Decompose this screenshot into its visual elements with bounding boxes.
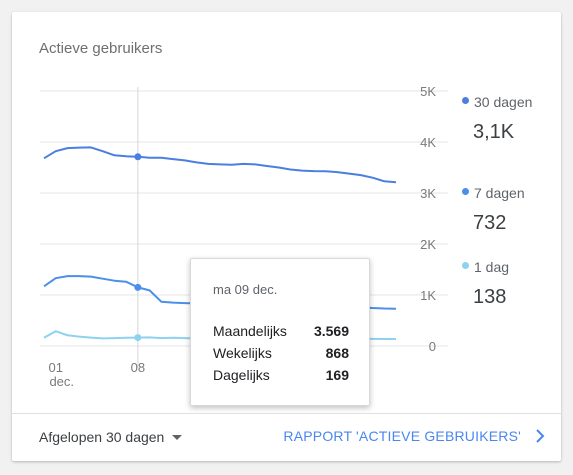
tooltip-row-monthly: Maandelijks 3.569	[213, 320, 349, 342]
tooltip-row-label: Maandelijks	[213, 323, 287, 339]
x-tick-label-month: dec.	[49, 374, 74, 389]
y-tick-label: 1K	[420, 288, 436, 303]
series-line-0	[43, 146, 397, 184]
x-tick-label: 01	[48, 360, 62, 375]
y-tick-label: 2K	[420, 237, 436, 252]
legend-item-1-day[interactable]: 1 dag 138	[462, 258, 552, 309]
tooltip-date: ma 09 dec.	[213, 282, 278, 297]
active-users-report-link[interactable]: RAPPORT 'ACTIEVE GEBRUIKERS'	[283, 428, 547, 444]
tooltip-row-daily: Dagelijks 169	[213, 364, 349, 386]
legend-value: 138	[473, 286, 507, 308]
legend-label: 30 dagen	[474, 94, 533, 110]
y-tick-label: 3K	[420, 186, 436, 201]
legend-dot-icon	[462, 188, 469, 195]
tooltip-row-weekly: Wekelijks 868	[213, 342, 349, 364]
y-tick-label: 0	[429, 339, 436, 354]
date-range-dropdown[interactable]: Afgelopen 30 dagen	[39, 429, 183, 445]
y-tick-label: 5K	[420, 84, 436, 99]
tooltip-row-value: 868	[325, 345, 349, 361]
card-footer: Afgelopen 30 dagen RAPPORT 'ACTIEVE GEBR…	[12, 413, 561, 461]
legend-item-30-days[interactable]: 30 dagen 3,1K	[462, 93, 552, 144]
tooltip-row-label: Dagelijks	[213, 367, 270, 383]
legend-label: 7 dagen	[474, 185, 525, 201]
series-point-1	[134, 283, 142, 291]
active-users-card: Actieve gebruikers 5K 4K 3K 2K 1K 0 01 dec. 08 3…	[12, 12, 561, 461]
caret-down-icon	[172, 434, 183, 440]
legend-dot-icon	[462, 97, 469, 104]
series-point-2	[134, 334, 142, 342]
legend-value: 3,1K	[473, 121, 515, 143]
card-title: Actieve gebruikers	[39, 40, 163, 57]
legend-item-7-days[interactable]: 7 dagen 732	[462, 184, 552, 235]
series-point-0	[134, 153, 142, 161]
legend-label: 1 dag	[474, 259, 510, 275]
tooltip-row-value: 3.569	[313, 323, 349, 339]
tooltip-rows: Maandelijks 3.569 Wekelijks 868 Dagelijk…	[213, 320, 349, 386]
report-link-label: RAPPORT 'ACTIEVE GEBRUIKERS'	[283, 428, 521, 444]
chevron-right-icon	[536, 429, 545, 443]
legend-value: 732	[473, 212, 507, 234]
chart-tooltip: ma 09 dec. Maandelijks 3.569 Wekelijks 8…	[190, 258, 370, 406]
tooltip-row-value: 169	[325, 367, 349, 383]
date-range-label: Afgelopen 30 dagen	[39, 429, 165, 445]
x-tick-label: 08	[131, 360, 145, 375]
y-tick-label: 4K	[420, 135, 436, 150]
tooltip-row-label: Wekelijks	[213, 345, 272, 361]
legend-dot-icon	[462, 262, 469, 269]
